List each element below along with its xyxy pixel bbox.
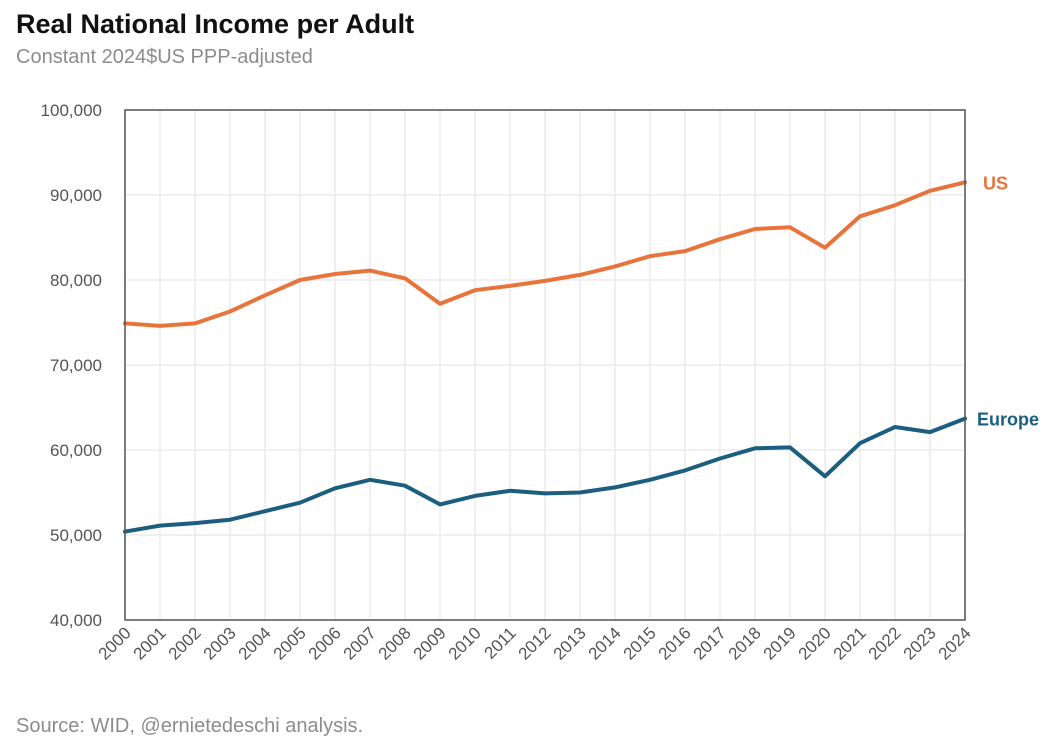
- x-tick-label: 2022: [865, 623, 905, 663]
- x-tick-label: 2021: [830, 623, 870, 663]
- x-tick-label: 2020: [795, 623, 835, 663]
- plot-frame: [124, 109, 966, 621]
- x-tick-label: 2013: [550, 623, 590, 663]
- y-tick-label: 50,000: [50, 526, 102, 545]
- x-tick-label: 2015: [620, 623, 660, 663]
- x-tick-label: 2005: [270, 623, 310, 663]
- x-tick-label: 2007: [340, 623, 380, 663]
- x-tick-label: 2019: [760, 623, 800, 663]
- y-tick-label: 80,000: [50, 271, 102, 290]
- x-tick-label: 2018: [725, 623, 765, 663]
- series-line-us: [123, 180, 967, 328]
- x-tick-label: 2023: [900, 623, 940, 663]
- x-tick-label: 2009: [410, 623, 450, 663]
- x-tick-label: 2002: [165, 623, 205, 663]
- x-axis: 2000200120022003200420052006200720082009…: [95, 623, 975, 663]
- y-tick-label: 70,000: [50, 356, 102, 375]
- y-axis: 40,000 50,000 60,000 70,000 80,000 90,000 100,…: [41, 101, 102, 630]
- series-label-us: US: [983, 173, 1008, 193]
- x-tick-label: 2006: [305, 623, 345, 663]
- series-line-europe: [123, 416, 967, 534]
- x-tick-label: 2011: [481, 623, 520, 662]
- x-tick-label: 2001: [130, 623, 170, 663]
- source-note: Source: WID, @ernietedeschi analysis.: [16, 715, 364, 737]
- x-tick-label: 2008: [375, 623, 415, 663]
- x-tick-label: 2012: [515, 623, 555, 663]
- y-tick-label: 40,000: [50, 611, 102, 630]
- grid-layer: [124, 109, 966, 621]
- x-tick-label: 2016: [655, 623, 695, 663]
- y-tick-label: 90,000: [50, 186, 102, 205]
- x-tick-label: 2004: [235, 623, 275, 663]
- x-tick-label: 2003: [200, 623, 240, 663]
- series-layer: [123, 180, 967, 534]
- x-tick-label: 2024: [935, 623, 975, 663]
- series-label-europe: Europe: [977, 410, 1039, 430]
- x-tick-label: 2014: [585, 623, 625, 663]
- chart-title: Real National Income per Adult: [16, 9, 415, 39]
- y-tick-label: 100,000: [41, 101, 102, 120]
- x-tick-label: 2010: [445, 623, 485, 663]
- chart-subtitle: Constant 2024$US PPP-adjusted: [16, 46, 313, 68]
- series-labels: US Europe: [977, 173, 1039, 429]
- y-tick-label: 60,000: [50, 441, 102, 460]
- x-tick-label: 2017: [690, 623, 730, 663]
